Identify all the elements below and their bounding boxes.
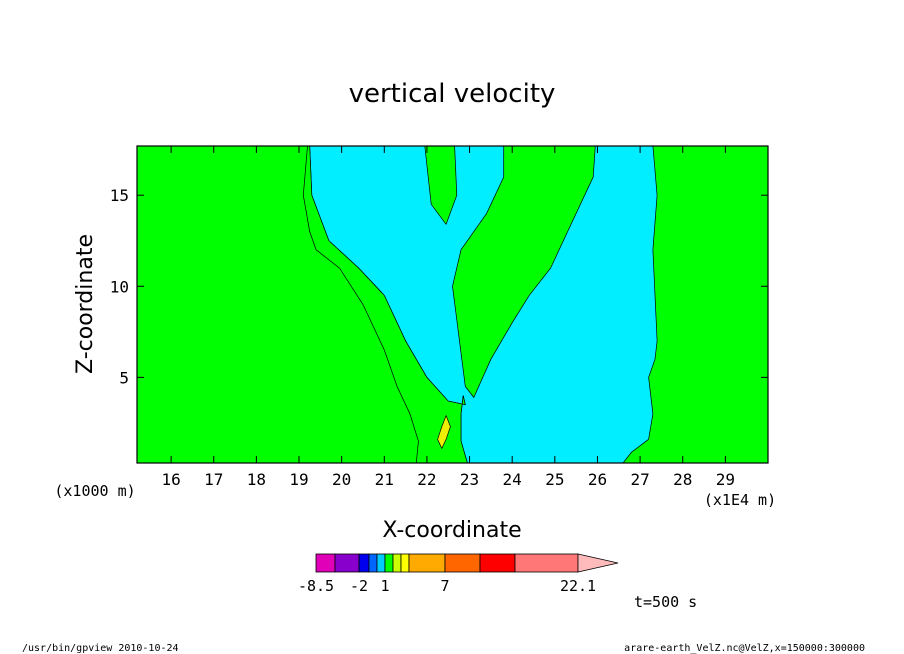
- colorbar: -8.5 -2 1 7 22.1: [298, 553, 619, 595]
- contour-regions: [137, 146, 768, 463]
- x-tick-label: 23: [460, 470, 479, 489]
- chart-title: vertical velocity: [349, 79, 556, 109]
- y-tick-label: 10: [110, 277, 129, 296]
- x-tick-label: 20: [332, 470, 351, 489]
- x-axis-label: X-coordinate: [382, 518, 521, 543]
- x-tick-label: 29: [716, 470, 735, 489]
- colorbar-segment: [358, 553, 370, 573]
- colorbar-label: -8.5: [298, 577, 334, 595]
- plot-area: 16 17 18 19 20 21 22 23 24 25 26 27 28 29 5 10 15: [110, 145, 769, 489]
- y-tick-label: 5: [119, 368, 129, 387]
- colorbar-label: 22.1: [560, 577, 596, 595]
- x-tick-label: 24: [503, 470, 522, 489]
- colorbar-segment: [400, 553, 410, 573]
- colorbar-segment: [384, 553, 394, 573]
- time-label: t=500 s: [634, 593, 697, 611]
- colorbar-segment: [444, 553, 481, 573]
- colorbar-arrow: [577, 553, 619, 573]
- colorbar-segment: [392, 553, 402, 573]
- x-tick-label: 27: [630, 470, 649, 489]
- x-unit-label: (x1E4 m): [704, 491, 776, 509]
- colorbar-segment: [479, 553, 516, 573]
- x-ticks: 16 17 18 19 20 21 22 23 24 25 26 27 28 29: [161, 146, 735, 489]
- x-tick-label: 25: [545, 470, 564, 489]
- colorbar-segment: [514, 553, 579, 573]
- colorbar-segment: [408, 553, 446, 573]
- x-tick-label: 28: [673, 470, 692, 489]
- colorbar-label: -2: [350, 577, 368, 595]
- plot-frame: [136, 145, 769, 464]
- footer-left: /usr/bin/gpview 2010-10-24: [22, 643, 179, 654]
- x-tick-label: 18: [247, 470, 266, 489]
- colorbar-label: 7: [440, 577, 449, 595]
- y-tick-label: 15: [110, 186, 129, 205]
- y-ticks: 5 10 15: [110, 186, 768, 387]
- colorbar-label: 1: [380, 577, 389, 595]
- x-tick-label: 19: [289, 470, 308, 489]
- contour-region-positive-2: [437, 414, 451, 450]
- x-tick-label: 21: [375, 470, 394, 489]
- contour-region-positive-1: [302, 146, 468, 463]
- colorbar-segment: [334, 553, 360, 573]
- x-tick-label: 26: [588, 470, 607, 489]
- colorbar-segment: [315, 553, 336, 573]
- footer-right: arare-earth_VelZ.nc@VelZ,x=150000:300000: [624, 643, 865, 654]
- colorbar-segment: [376, 553, 386, 573]
- x-tick-label: 17: [204, 470, 223, 489]
- x-tick-label: 16: [161, 470, 180, 489]
- colorbar-segment: [368, 553, 378, 573]
- x-tick-label: 22: [417, 470, 436, 489]
- y-axis-label: Z-coordinate: [73, 234, 98, 374]
- y-unit-label: (x1000 m): [54, 482, 135, 500]
